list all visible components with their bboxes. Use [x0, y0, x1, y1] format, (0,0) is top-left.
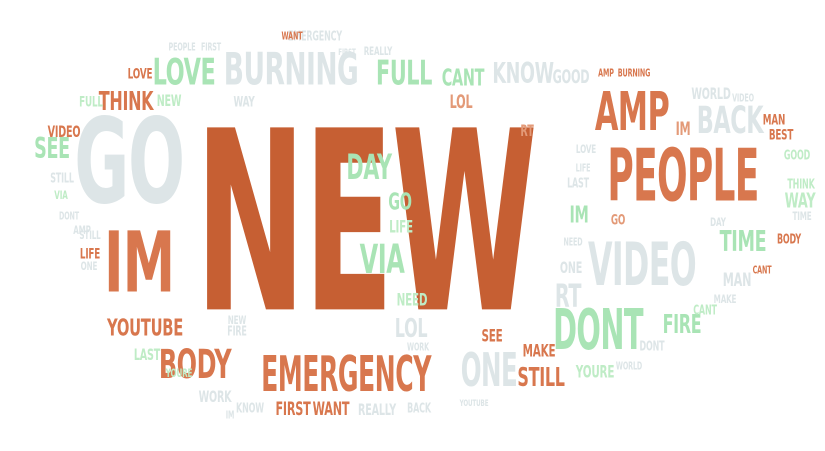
word-work: WORK [198, 387, 232, 407]
word-still-small: STILL [50, 172, 74, 187]
word-full: FULL [376, 54, 432, 94]
word-lol-small: LOL [449, 92, 473, 114]
word-good-small: GOOD [783, 149, 811, 164]
word-man: MAN [762, 111, 786, 129]
word-fire-small: FIRE [227, 325, 247, 340]
word-video-tiny: VIDEO [732, 92, 754, 105]
word-cant: CANT [441, 64, 485, 92]
word-first-small: FIRST [200, 41, 222, 54]
word-think-small: THINK [787, 178, 815, 193]
word-life: LIFE [389, 218, 413, 238]
word-im: IM [104, 213, 175, 312]
word-see-small: SEE [481, 327, 503, 347]
word-see: SEE [34, 133, 70, 166]
word-youtube-small: YOUTUBE [459, 398, 489, 409]
word-cant-small: CANT [693, 304, 717, 319]
word-last-small: LAST [567, 177, 589, 192]
word-amp-tiny: AMP [73, 224, 91, 238]
word-body: BODY [158, 341, 232, 389]
word-one: ONE [460, 344, 518, 398]
word-really-small: REALLY [363, 45, 393, 59]
word-way-small: WAY [233, 93, 255, 111]
word-really: REALLY [358, 400, 396, 420]
word-still: STILL [517, 361, 565, 393]
word-back-small: BACK [407, 402, 431, 417]
word-amp: AMP [594, 81, 670, 143]
word-body-small: BODY [776, 233, 802, 248]
word-make: MAKE [522, 342, 556, 362]
word-life-tiny: LIFE [575, 162, 591, 175]
word-emergency-small: EMERGENCY [287, 30, 343, 45]
word-time: TIME [719, 226, 767, 259]
word-one-tiny: ONE [80, 260, 98, 274]
word-love-tiny: LOVE [575, 143, 597, 157]
word-day: DAY [346, 147, 392, 189]
word-way: WAY [784, 188, 816, 213]
word-back: BACK [696, 98, 764, 143]
word-burning: BURNING [223, 44, 359, 96]
word-people: PEOPLE [607, 133, 759, 219]
word-youtube: YOUTUBE [106, 314, 184, 342]
word-people-small: PEOPLE [168, 41, 196, 54]
word-want: WANT [312, 399, 350, 421]
word-last: LAST [133, 345, 161, 365]
word-dont-small: DONT [639, 340, 665, 355]
word-love: LOVE [152, 50, 216, 94]
word-cant-tiny: CANT [752, 264, 772, 277]
word-know-small: KNOW [236, 402, 264, 417]
word-go-small: GO [388, 188, 412, 216]
word-go: GO [74, 93, 185, 231]
word-dont: DONT [553, 298, 643, 364]
word-full-small: FULL [79, 93, 103, 111]
word-work-small: WORK [407, 341, 429, 354]
word-new-small: NEW [156, 91, 182, 111]
word-fire: FIRE [662, 308, 702, 340]
word-im-small: IM [569, 201, 589, 229]
word-need: NEED [396, 291, 428, 311]
word-new-tiny: NEW [227, 314, 247, 328]
word-via-small: VIA [54, 189, 68, 203]
word-emergency: EMERGENCY [261, 346, 431, 404]
word-video: VIDEO [587, 230, 697, 300]
word-lol: LOL [394, 312, 428, 344]
word-day-small: DAY [710, 216, 726, 230]
word-think: THINK [98, 85, 154, 117]
word-new: NEW [194, 78, 538, 370]
word-im-tiny: IM [675, 119, 691, 141]
word-video-small: VIDEO [47, 122, 81, 142]
word-love-small: LOVE [127, 65, 153, 83]
word-world-small: WORLD [615, 360, 643, 373]
word-want-small: WANT [281, 30, 303, 43]
word-one-small: ONE [559, 258, 583, 278]
word-need-small: NEED [563, 236, 583, 249]
word-world: WORLD [691, 84, 731, 104]
word-dont-tiny: DONT [59, 210, 79, 223]
word-make-small: MAKE [713, 293, 737, 307]
word-first: FIRST [275, 399, 311, 421]
word-burning-small: BURNING [617, 67, 651, 80]
word-via: VIA [359, 236, 405, 284]
word-amp-small: AMP [598, 67, 614, 80]
word-im-extra: IM [225, 409, 235, 422]
word-good: GOOD [552, 67, 590, 89]
word-rt: RT [554, 277, 582, 315]
word-man-small: MAN [722, 270, 752, 292]
word-youre-small: YOURE [165, 367, 193, 381]
word-best: BEST [768, 126, 794, 144]
word-life-small: LIFE [79, 245, 101, 263]
word-go-tiny: GO [610, 211, 626, 229]
word-first-tiny: FIRST [338, 47, 356, 58]
word-know: KNOW [492, 58, 554, 91]
word-time-small: TIME [792, 210, 812, 224]
word-youre: YOURE [575, 363, 615, 383]
word-still-tiny: STILL [79, 229, 101, 243]
word-rt-small: RT [520, 121, 534, 141]
